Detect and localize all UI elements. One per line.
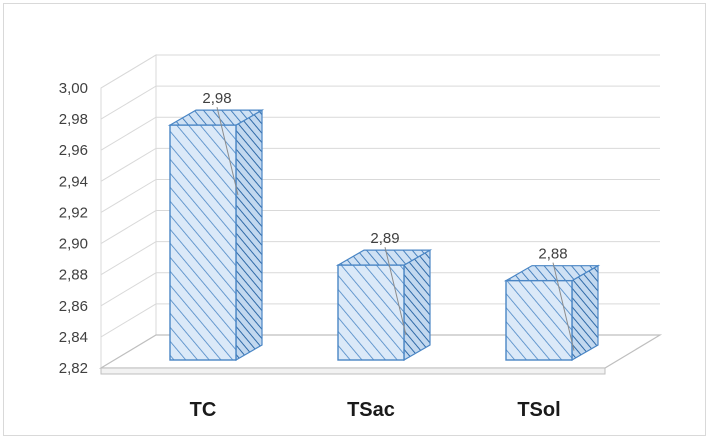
y-tick-label: 2,86 [59,298,88,315]
chart-frame: 2,82 2,84 2,86 2,88 2,90 2,92 2,94 2,96 2,98 3,00… [3,3,706,436]
leader-line [216,106,239,196]
gridline [100,178,660,213]
chart: 2,82 2,84 2,86 2,88 2,90 2,92 2,94 2,96 2,98 3,00… [59,54,663,421]
bar-front [337,264,405,361]
gridline [100,272,660,307]
data-label: 2,98 [202,90,231,107]
y-tick-label: 2,92 [59,204,88,221]
side-wall [100,54,157,369]
gridline [100,147,660,182]
chart-walls [100,54,157,369]
data-label: 2,88 [538,246,567,263]
data-label: 2,89 [370,230,399,247]
bars: 2,98 2,89 2,88 [167,90,601,362]
bar-side [235,109,263,362]
y-tick-label: 2,82 [59,360,88,377]
gridline [100,85,660,120]
gridline [100,116,660,151]
y-tick-label: 2,94 [59,173,88,190]
y-tick-label: 2,90 [59,236,88,253]
y-tick-label: 2,98 [59,111,88,128]
leader-line [552,262,575,351]
y-axis: 2,82 2,84 2,86 2,88 2,90 2,92 2,94 2,96 2,98 3,00 [59,80,88,377]
y-tick-label: 2,96 [59,142,88,159]
x-axis: TC TSac TSol [190,399,561,421]
bar-front [169,124,237,361]
bar-TC: 2,98 [167,90,265,362]
gridline [100,54,660,89]
leader-line [384,246,407,336]
y-tick-label: 2,84 [59,329,88,346]
bar-front [505,279,573,361]
bar-TSol: 2,88 [503,246,601,362]
gridline [100,210,660,244]
gridline [100,241,660,276]
y-tick-label: 3,00 [59,80,88,97]
gridlines [100,54,660,369]
y-tick-label: 2,88 [59,267,88,284]
x-tick-label: TC [190,399,217,421]
bar-side [571,264,599,362]
bar-side [403,249,431,362]
x-tick-label: TSac [347,399,395,421]
bar-TSac: 2,89 [335,230,433,362]
floor-edge [100,367,606,375]
x-tick-label: TSol [517,399,560,421]
gridline [100,303,660,338]
